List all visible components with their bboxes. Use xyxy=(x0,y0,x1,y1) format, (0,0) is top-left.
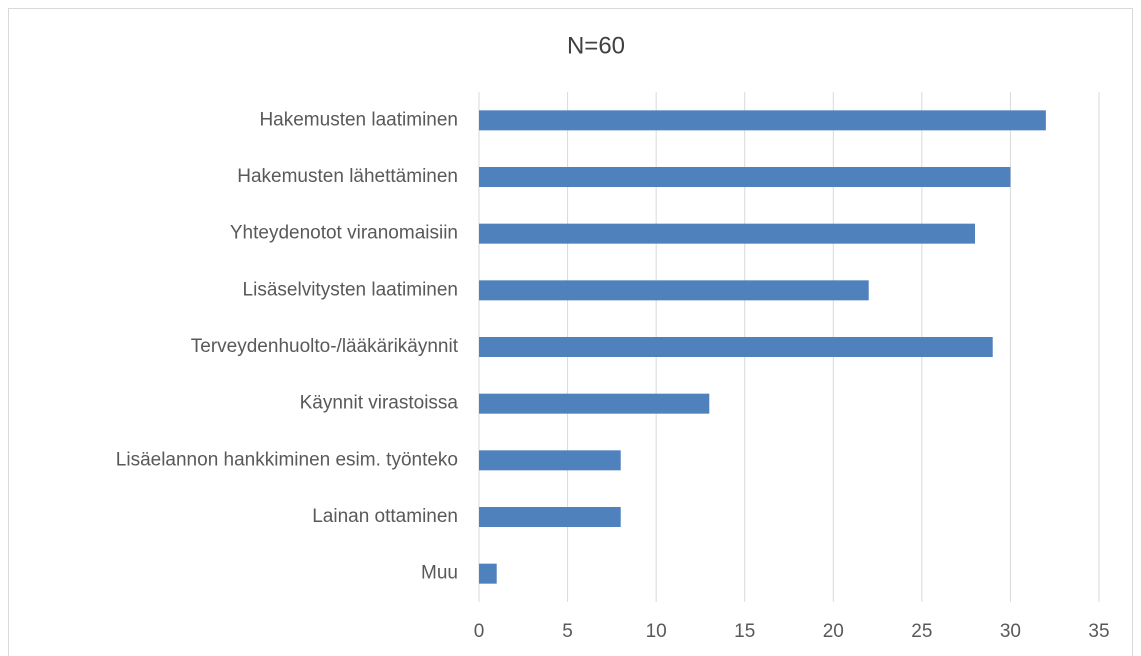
y-tick-label: Lisäelannon hankkiminen esim. työnteko xyxy=(116,449,458,470)
chart-title: N=60 xyxy=(567,32,625,59)
x-tick-label: 35 xyxy=(1088,621,1109,642)
bar xyxy=(479,450,621,471)
y-tick-label: Terveydenhuolto-/lääkärikäynnit xyxy=(191,336,459,357)
y-tick-label: Lainan ottaminen xyxy=(312,506,458,527)
chart-border xyxy=(8,8,1133,656)
y-tick-label: Hakemusten lähettäminen xyxy=(237,166,458,187)
bar xyxy=(479,337,993,357)
x-tick-label: 30 xyxy=(1000,621,1021,642)
bar xyxy=(479,507,621,527)
bar xyxy=(479,563,497,584)
bar xyxy=(479,223,975,244)
y-tick-label: Käynnit virastoissa xyxy=(300,393,459,414)
bar xyxy=(479,110,1046,131)
y-tick-label: Hakemusten laatiminen xyxy=(259,109,458,130)
y-tick-label: Lisäselvitysten laatiminen xyxy=(243,279,458,300)
x-tick-label: 15 xyxy=(734,621,755,642)
y-tick-label: Muu xyxy=(421,563,458,584)
y-tick-label: Yhteydenotot viranomaisiin xyxy=(230,223,458,244)
bar xyxy=(479,280,869,301)
x-tick-label: 10 xyxy=(646,621,667,642)
x-tick-label: 5 xyxy=(562,621,573,642)
x-tick-label: 0 xyxy=(474,621,485,642)
x-tick-label: 25 xyxy=(911,621,932,642)
x-tick-label: 20 xyxy=(823,621,844,642)
bar xyxy=(479,393,710,414)
bar xyxy=(479,167,1011,187)
